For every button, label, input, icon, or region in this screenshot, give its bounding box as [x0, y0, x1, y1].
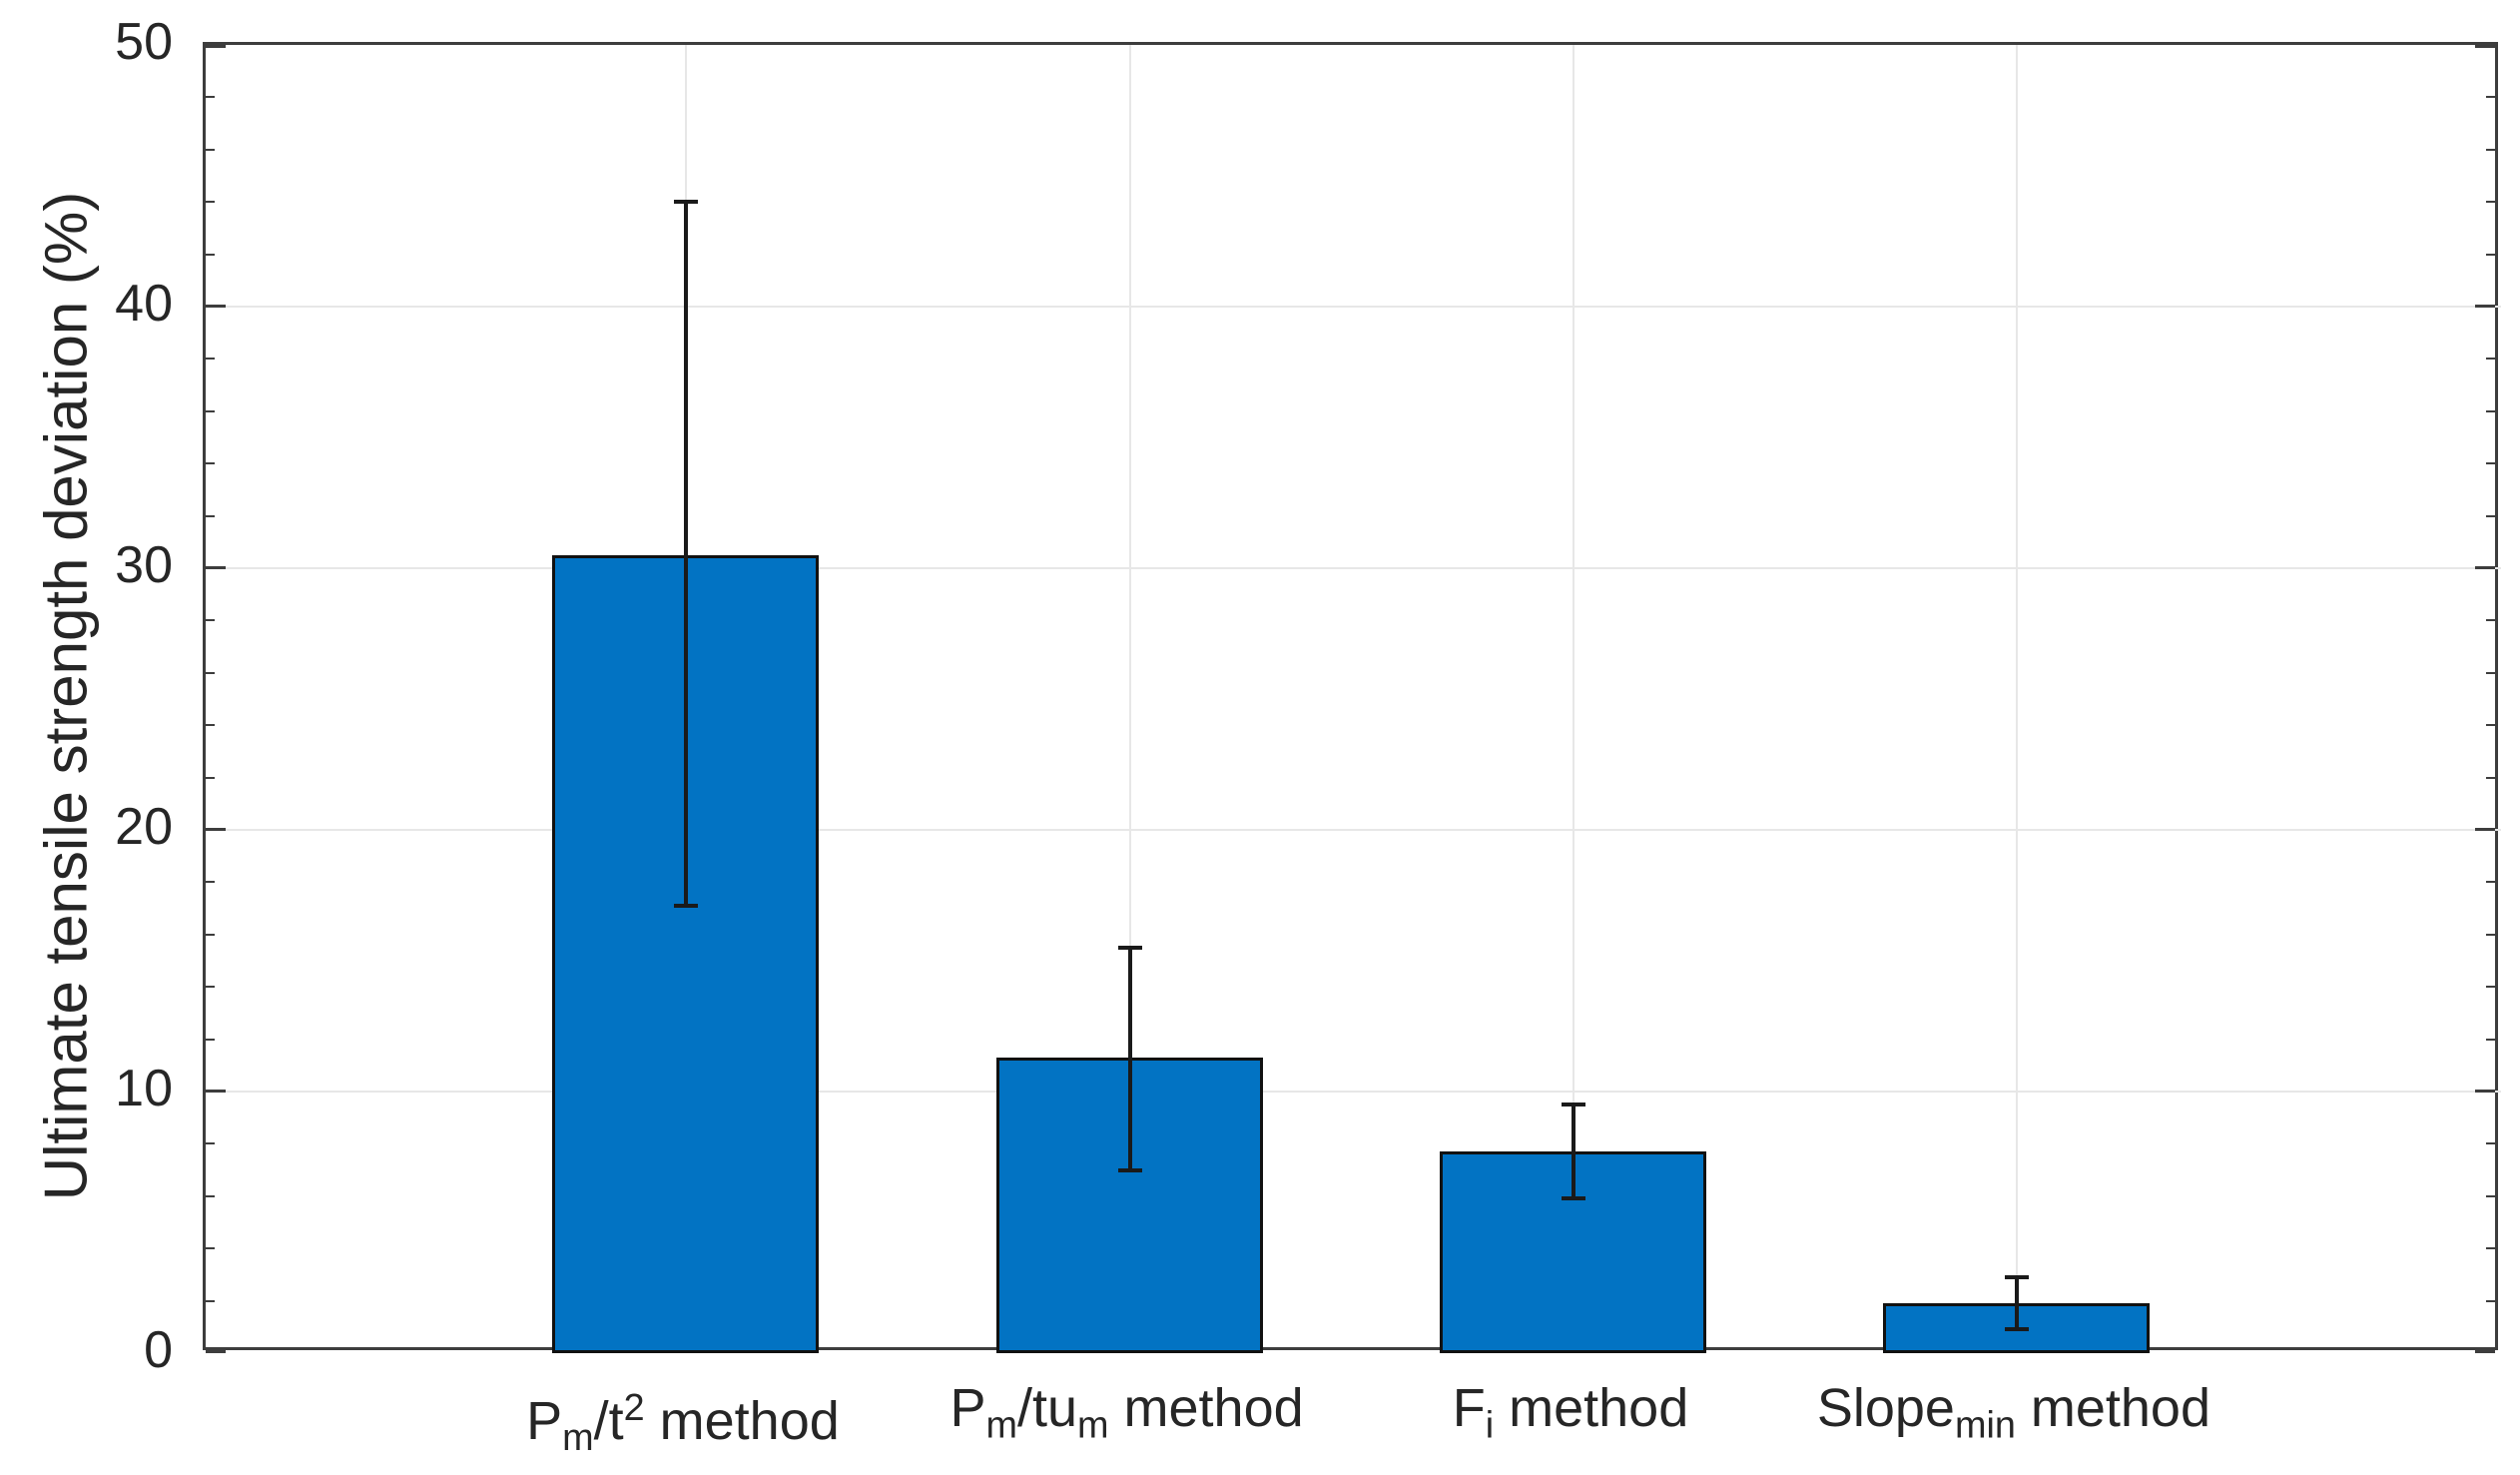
y-tick-label: 50 [115, 13, 173, 71]
x-gridline [1128, 45, 1131, 1353]
y-minor-tick-left [206, 776, 215, 779]
y-minor-tick-left [206, 409, 215, 412]
y-minor-tick-right [2486, 1194, 2495, 1197]
y-minor-tick-right [2486, 671, 2495, 674]
y-minor-tick-left [206, 253, 215, 256]
y-major-tick-right [2475, 566, 2495, 569]
y-major-tick-left [206, 1350, 226, 1353]
y-minor-tick-left [206, 358, 215, 361]
y-axis-title: Ultimate tensile strength deviation (%) [32, 191, 100, 1201]
y-minor-tick-left [206, 96, 215, 99]
error-bar-cap-top [1561, 1103, 1585, 1107]
y-minor-tick-right [2486, 933, 2495, 936]
y-minor-tick-right [2486, 253, 2495, 256]
y-minor-tick-left [206, 1142, 215, 1145]
error-bar-cap-bottom [2004, 1327, 2029, 1332]
error-bar-cap-top [2004, 1275, 2029, 1280]
y-minor-tick-left [206, 1194, 215, 1197]
y-tick-label: 10 [115, 1060, 173, 1117]
bar [1440, 1151, 1707, 1353]
error-bar-cap-bottom [1117, 1167, 1142, 1172]
y-major-tick-left [206, 305, 226, 308]
error-bar-line [1571, 1105, 1575, 1199]
error-bar-cap-bottom [1561, 1196, 1585, 1201]
x-gridline [2015, 45, 2018, 1353]
error-bar-line [1127, 947, 1132, 1170]
y-minor-tick-left [206, 671, 215, 674]
y-minor-tick-left [206, 933, 215, 936]
y-major-tick-left [206, 828, 226, 831]
y-minor-tick-left [206, 462, 215, 465]
x-category-label: Pm/t2 method [526, 1387, 840, 1460]
y-gridline [206, 829, 2501, 831]
y-minor-tick-right [2486, 1038, 2495, 1041]
y-major-tick-left [206, 566, 226, 569]
y-tick-label: 0 [144, 1321, 173, 1379]
y-minor-tick-right [2486, 514, 2495, 517]
y-minor-tick-left [206, 148, 215, 151]
y-major-tick-right [2475, 45, 2495, 48]
y-tick-label: 30 [115, 536, 173, 594]
x-category-label: Pm/tum method [949, 1378, 1304, 1447]
y-major-tick-right [2475, 828, 2495, 831]
y-minor-tick-right [2486, 986, 2495, 989]
y-minor-tick-left [206, 1038, 215, 1041]
y-minor-tick-right [2486, 776, 2495, 779]
y-minor-tick-right [2486, 1247, 2495, 1250]
y-minor-tick-left [206, 619, 215, 622]
y-tick-label: 20 [115, 798, 173, 856]
error-bar-cap-bottom [673, 903, 698, 908]
y-gridline [206, 567, 2501, 569]
y-minor-tick-right [2486, 148, 2495, 151]
y-major-tick-right [2475, 305, 2495, 308]
error-bar-cap-top [1117, 945, 1142, 950]
x-gridline [1572, 45, 1575, 1353]
y-minor-tick-right [2486, 1142, 2495, 1145]
y-major-tick-left [206, 1090, 226, 1093]
y-major-tick-right [2475, 1350, 2495, 1353]
error-bar-line [683, 202, 688, 906]
y-minor-tick-right [2486, 724, 2495, 727]
y-major-tick-right [2475, 1090, 2495, 1093]
y-minor-tick-left [206, 1299, 215, 1302]
y-minor-tick-right [2486, 358, 2495, 361]
y-gridline [206, 1091, 2501, 1093]
y-minor-tick-right [2486, 462, 2495, 465]
y-major-tick-left [206, 45, 226, 48]
y-minor-tick-left [206, 514, 215, 517]
y-minor-tick-right [2486, 619, 2495, 622]
y-minor-tick-right [2486, 881, 2495, 884]
plot-area [203, 42, 2501, 1353]
y-minor-tick-left [206, 881, 215, 884]
y-minor-tick-right [2486, 1299, 2495, 1302]
error-bar-line [2014, 1277, 2019, 1330]
y-minor-tick-right [2486, 409, 2495, 412]
y-minor-tick-right [2486, 96, 2495, 99]
x-category-label: Fi method [1452, 1378, 1689, 1447]
y-minor-tick-left [206, 201, 215, 204]
y-minor-tick-left [206, 986, 215, 989]
error-bar-cap-top [673, 200, 698, 205]
y-tick-label: 40 [115, 275, 173, 333]
y-minor-tick-left [206, 724, 215, 727]
y-gridline [206, 306, 2501, 308]
y-minor-tick-left [206, 1247, 215, 1250]
x-category-label: Slopemin method [1816, 1378, 2210, 1447]
y-minor-tick-right [2486, 201, 2495, 204]
